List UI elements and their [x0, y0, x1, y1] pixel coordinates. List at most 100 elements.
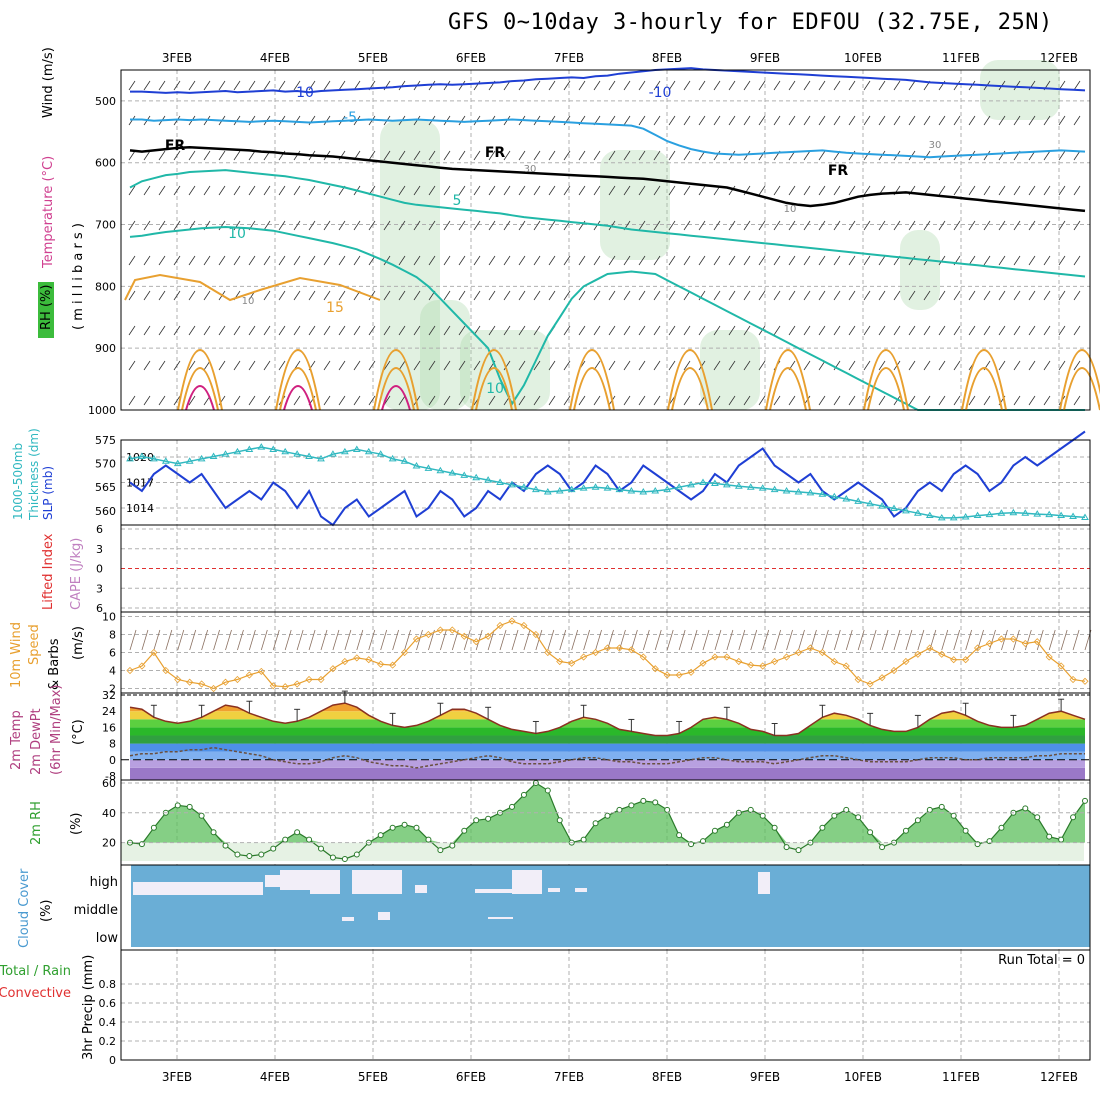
- thickness-marker: [627, 487, 636, 494]
- cloud-gap: [265, 875, 280, 887]
- wind-barb: [293, 220, 301, 231]
- wind-barb: [878, 290, 886, 301]
- wind-barb: [653, 185, 661, 196]
- wind-barb: [533, 255, 541, 266]
- level-tick-label: 800: [95, 280, 116, 293]
- wind-barb: [308, 115, 316, 126]
- surface-wind-barb: [523, 629, 531, 651]
- temp-band: [130, 759, 1085, 768]
- surface-wind-barb: [1060, 629, 1068, 651]
- wind-barb: [863, 325, 871, 336]
- wind-barb: [353, 220, 361, 231]
- wind-barb: [983, 150, 991, 161]
- wind-barb: [983, 290, 991, 301]
- wind-barb: [143, 150, 151, 161]
- rh-marker: [473, 817, 480, 824]
- wind-barb: [443, 325, 451, 336]
- wind-barb: [548, 220, 556, 231]
- wind-barb: [758, 80, 766, 91]
- wind-speed-marker: [508, 617, 516, 625]
- wind-barb: [503, 290, 511, 301]
- cloud-gap: [475, 889, 515, 893]
- wind-speed-marker: [687, 668, 695, 676]
- surface-wind-barb: [141, 629, 149, 651]
- wind-barb: [1013, 115, 1021, 126]
- cloud-gap: [342, 917, 354, 921]
- thickness-marker: [1009, 508, 1018, 516]
- rh-marker: [676, 832, 683, 839]
- wind-barb: [653, 115, 661, 126]
- wind-barb: [848, 360, 856, 371]
- temp-arch: [1063, 367, 1100, 411]
- wind-speed-marker: [639, 653, 647, 661]
- wind-barb: [818, 80, 826, 91]
- wind-barb: [608, 150, 616, 161]
- wind-barb: [548, 360, 556, 371]
- wind-tick-label: 10: [102, 611, 116, 624]
- wind-speed-marker: [675, 671, 683, 679]
- wind-barb: [833, 80, 841, 91]
- wind-barb: [908, 255, 916, 266]
- wind-barb: [803, 360, 811, 371]
- rh-marker: [723, 821, 730, 828]
- wind-barb: [293, 80, 301, 91]
- wind-barb: [293, 255, 301, 266]
- wind-barb: [728, 115, 736, 126]
- wind-barb: [908, 115, 916, 126]
- rh-marker: [401, 821, 408, 828]
- cloud-gap: [575, 888, 587, 892]
- wind-barb: [128, 220, 136, 231]
- surface-wind-barb: [905, 629, 913, 651]
- wind-speed-marker: [1045, 653, 1053, 661]
- surface-wind-barb: [344, 629, 352, 651]
- thickness-marker: [699, 478, 707, 485]
- cloud-gap: [352, 870, 402, 894]
- wind-barb: [773, 325, 781, 336]
- wind-barb: [773, 115, 781, 126]
- surface-wind-barb: [1024, 629, 1032, 651]
- thickness-marker: [126, 454, 134, 462]
- surface-wind-barb: [929, 629, 937, 651]
- wind-barb: [398, 360, 406, 371]
- wind-barb: [263, 325, 271, 336]
- temp-arch: [569, 349, 615, 411]
- wind-barb: [578, 325, 586, 336]
- wind-barb: [863, 150, 871, 161]
- surface-wind-barb: [738, 629, 746, 651]
- wind-barb: [278, 220, 286, 231]
- wind-barb: [1058, 150, 1066, 161]
- thickness-marker: [424, 464, 433, 471]
- surface-wind-barb: [833, 629, 841, 651]
- thickness-marker: [663, 485, 672, 493]
- wind-barb: [203, 150, 211, 161]
- wind-barb: [638, 290, 646, 301]
- contour-label: 10: [296, 85, 314, 101]
- temp-arch: [283, 385, 313, 411]
- wind-barb: [803, 220, 811, 231]
- thickness-marker: [269, 445, 278, 452]
- wind-barb: [998, 290, 1006, 301]
- wind-barb: [803, 325, 811, 336]
- thickness-marker: [890, 504, 898, 511]
- wind-barb: [248, 115, 256, 126]
- temp-arch: [765, 349, 811, 411]
- wind-barb: [383, 325, 391, 336]
- wind-barb: [443, 290, 451, 301]
- ylabel-cape: CAPE (J/kg): [69, 538, 84, 610]
- wind-barb: [683, 115, 691, 126]
- rh-marker: [879, 844, 886, 851]
- precip-tick-label: 0.4: [99, 1016, 117, 1029]
- wind-barb: [788, 185, 796, 196]
- ylabel-precip-3: 3hr Precip (mm): [81, 955, 96, 1060]
- wind-barb: [158, 150, 166, 161]
- wind-speed-marker: [914, 650, 922, 658]
- wind-barb: [263, 290, 271, 301]
- wind-barb: [533, 325, 541, 336]
- wind-barb: [818, 325, 826, 336]
- temp-tick-label: -8: [105, 770, 116, 783]
- surface-wind-barb: [284, 629, 292, 651]
- wind-barb: [953, 80, 961, 91]
- wind-barb: [323, 395, 331, 406]
- thickness-marker: [878, 502, 886, 509]
- wind-barb: [533, 80, 541, 91]
